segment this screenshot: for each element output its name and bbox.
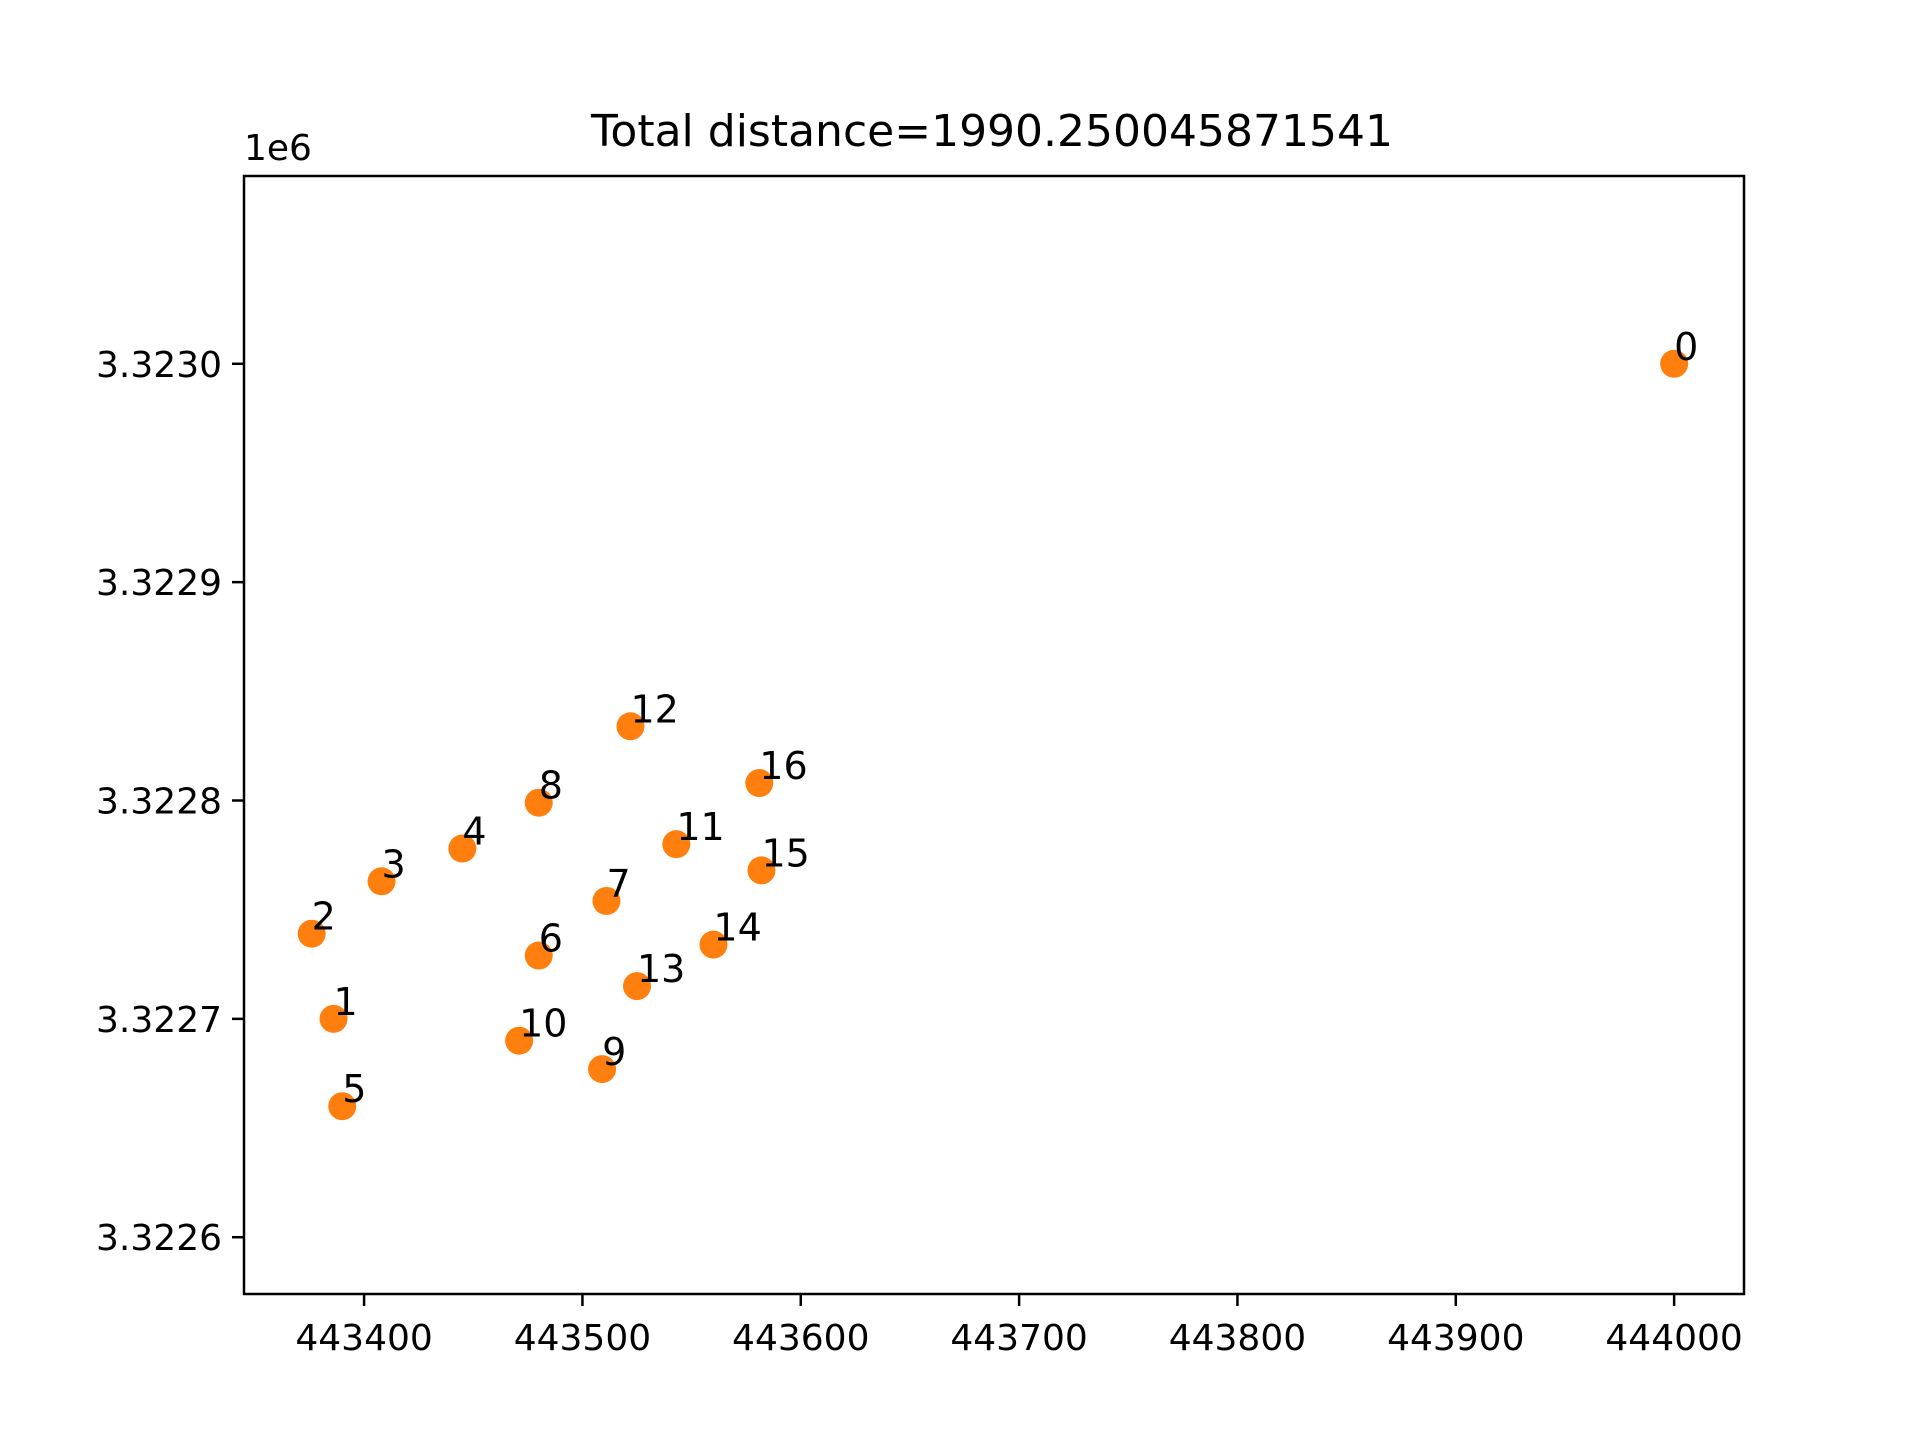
data-point	[745, 769, 774, 798]
y-tick-label: 3.3230	[96, 345, 222, 386]
data-label: 2	[312, 895, 336, 939]
data-label: 4	[462, 810, 486, 854]
data-label: 3	[382, 842, 406, 886]
data-label: 15	[761, 831, 809, 875]
data-label: 11	[676, 805, 724, 849]
data-point	[524, 941, 553, 970]
data-points	[297, 349, 1689, 1121]
x-tick-label: 443400	[295, 1318, 432, 1359]
x-tick-label: 443500	[514, 1318, 651, 1359]
data-label: 8	[539, 764, 563, 808]
data-label: 13	[637, 947, 685, 991]
x-tick-label: 443700	[950, 1318, 1087, 1359]
data-label: 5	[342, 1067, 366, 1111]
y-axis-offset-label: 1e6	[244, 128, 312, 169]
data-label: 10	[519, 1002, 567, 1046]
data-point	[588, 1055, 617, 1084]
y-tick-label: 3.3229	[96, 563, 222, 604]
data-label: 16	[759, 744, 807, 788]
y-tick-label: 3.3226	[96, 1218, 222, 1259]
data-point	[505, 1026, 534, 1055]
chart-title: Total distance=1990.250045871541	[590, 106, 1393, 157]
x-tick-label: 444000	[1605, 1318, 1742, 1359]
y-axis-ticks: 3.3226 3.3227 3.3228 3.3229 3.3230	[96, 345, 244, 1259]
data-point	[699, 930, 728, 959]
x-tick-label: 443800	[1169, 1318, 1306, 1359]
data-point	[623, 972, 652, 1001]
data-label: 9	[602, 1030, 626, 1074]
data-point	[367, 867, 396, 896]
data-label: 6	[539, 917, 563, 961]
data-label: 7	[606, 862, 630, 906]
y-tick-label: 3.3227	[96, 1000, 222, 1041]
data-label: 14	[713, 906, 761, 950]
data-point	[662, 830, 691, 859]
x-axis-ticks: 443400 443500 443600 443700 443800 443900 4440…	[295, 1294, 1743, 1359]
x-tick-label: 443900	[1387, 1318, 1524, 1359]
data-point	[747, 856, 776, 885]
data-point	[448, 834, 477, 863]
data-point	[616, 712, 645, 741]
data-point	[328, 1092, 357, 1121]
data-label: 1	[334, 980, 358, 1024]
data-label: 0	[1674, 325, 1698, 369]
x-tick-label: 443600	[732, 1318, 869, 1359]
data-label: 12	[630, 687, 678, 731]
data-point	[297, 919, 326, 948]
data-point	[524, 788, 553, 817]
plot-frame	[242, 174, 1746, 1296]
data-point	[592, 886, 621, 915]
data-point	[319, 1004, 348, 1033]
data-point	[1660, 349, 1689, 378]
y-tick-label: 3.3228	[96, 782, 222, 823]
